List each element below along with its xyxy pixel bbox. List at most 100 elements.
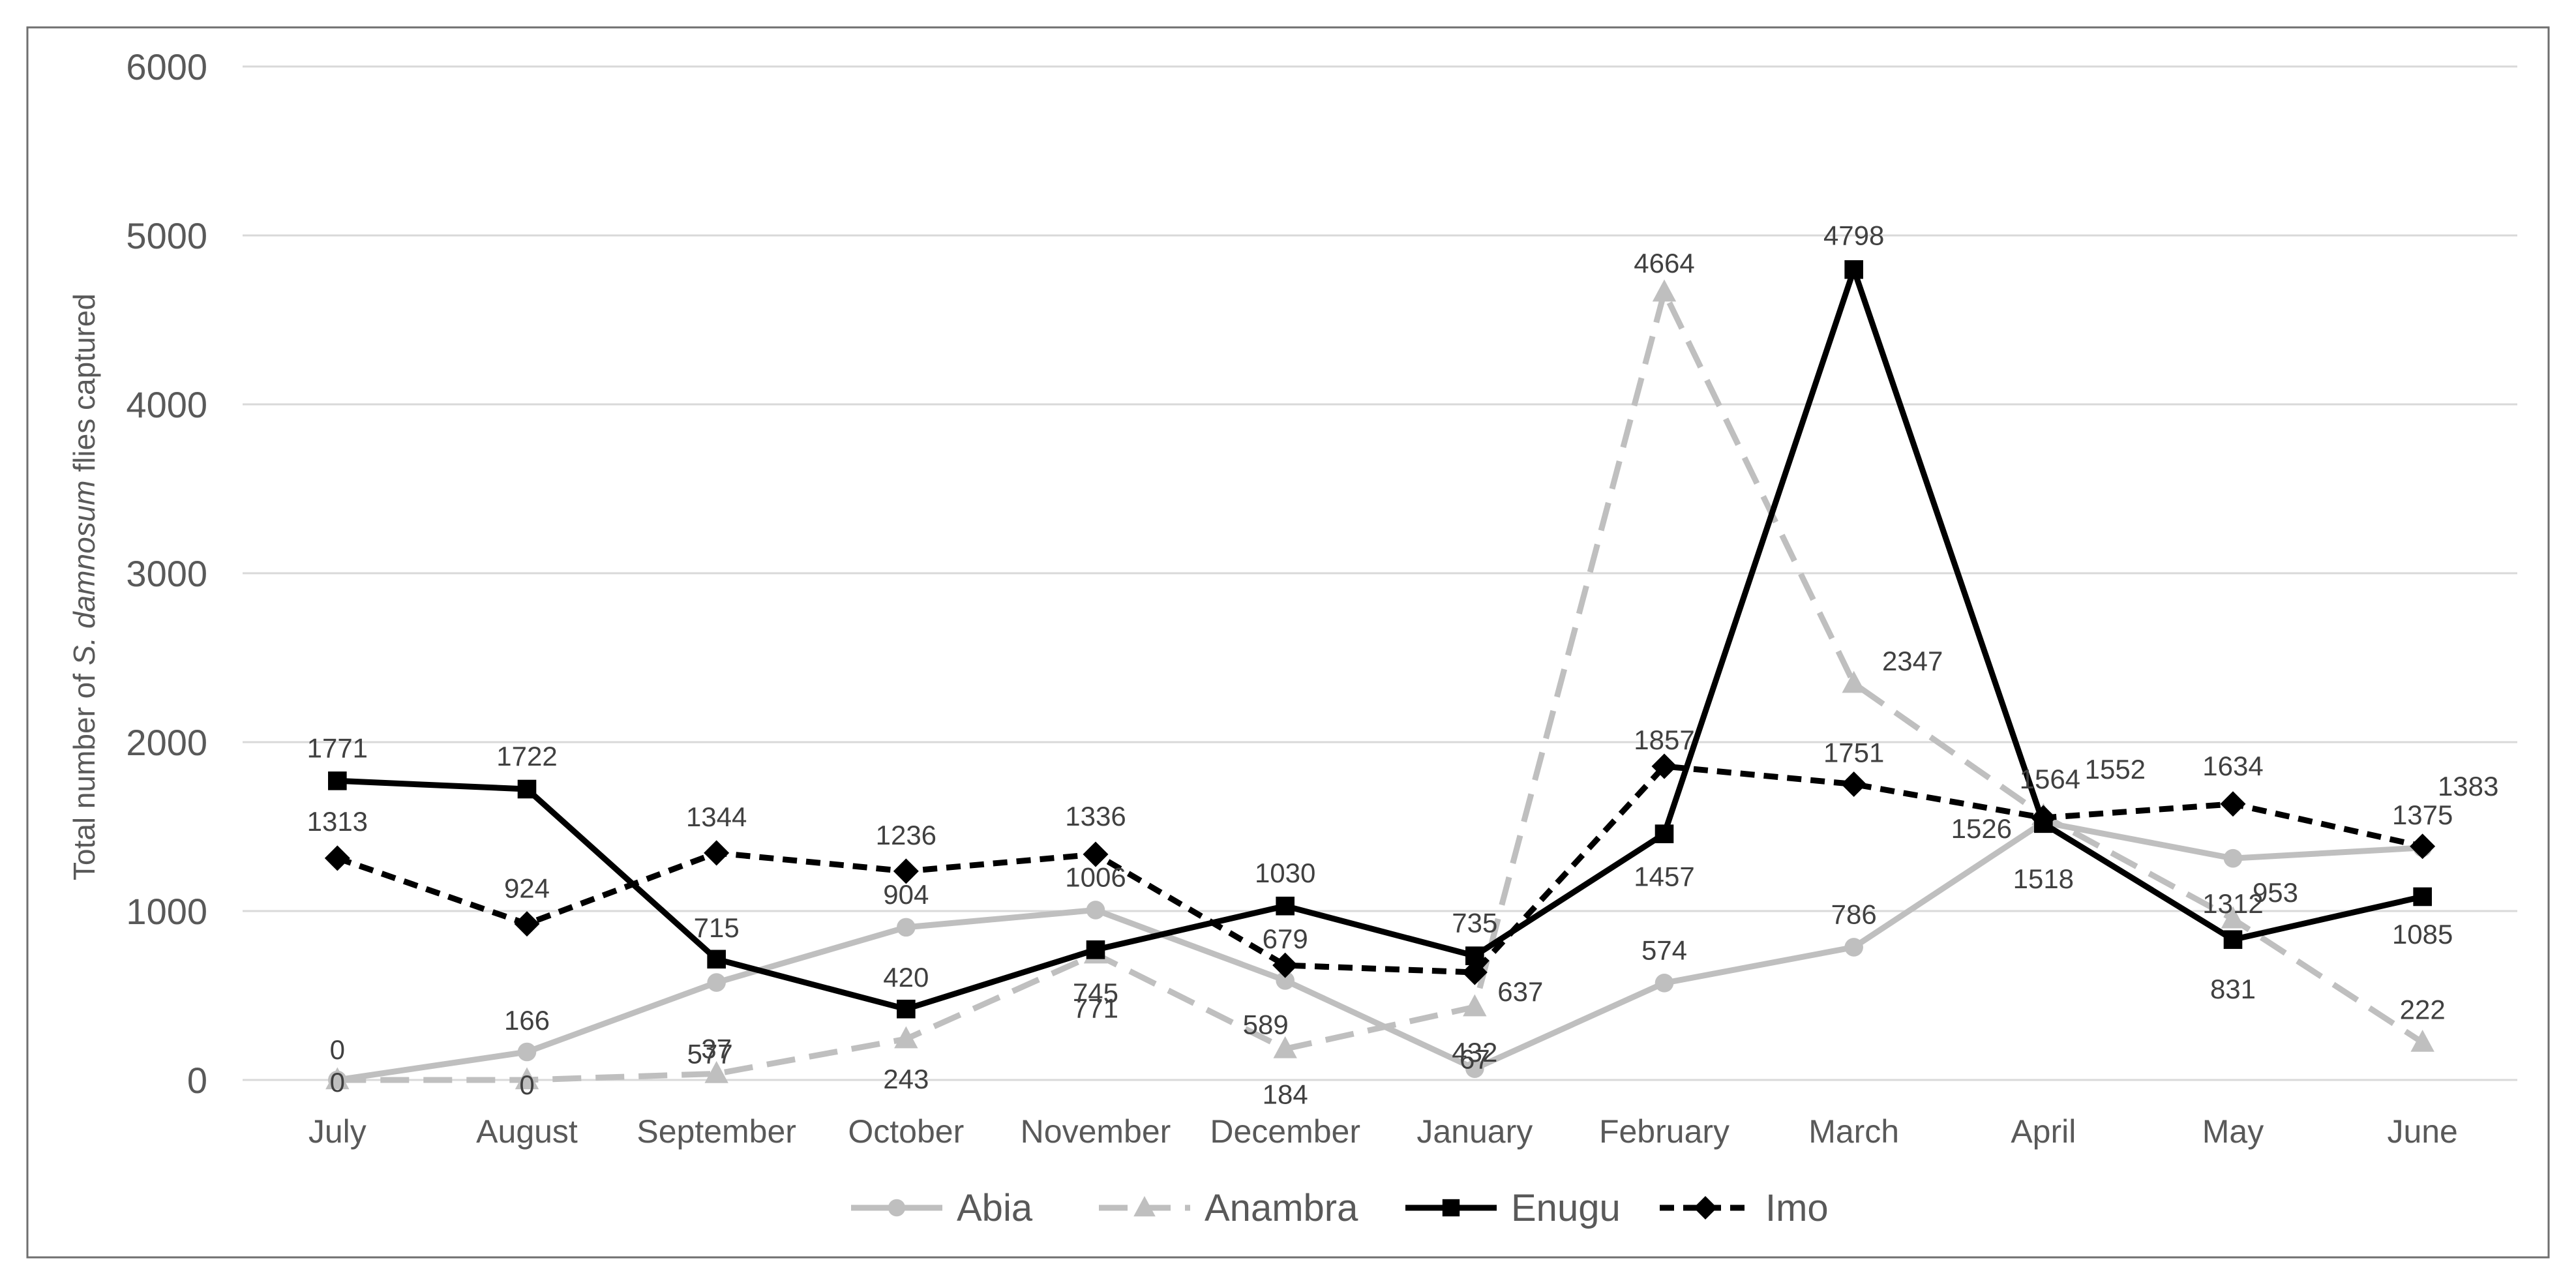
data-label-imo-september: 1344 — [686, 801, 747, 832]
chart-frame — [26, 26, 2550, 1259]
data-label-enugu-december: 1030 — [1255, 858, 1315, 888]
legend-label-imo: Imo — [1765, 1187, 1829, 1229]
legend-label-anambra: Anambra — [1205, 1187, 1358, 1229]
data-label-enugu-june: 1085 — [2392, 919, 2453, 950]
data-label-anambra-may: 953 — [2253, 877, 2298, 908]
point-enugu-november — [1086, 940, 1105, 959]
data-label-anambra-december: 184 — [1263, 1079, 1308, 1109]
series-imo — [324, 753, 2436, 985]
y-axis-label-pre: Total number of — [67, 665, 101, 880]
legend-marker-abia — [888, 1199, 906, 1217]
data-label-imo-november: 1336 — [1065, 801, 1126, 831]
point-enugu-may — [2223, 930, 2243, 950]
y-tick-label-5000: 5000 — [126, 215, 207, 256]
x-tick-label-december: December — [1210, 1113, 1360, 1150]
series-line-anambra — [337, 289, 2425, 1083]
point-imo-july — [324, 845, 350, 871]
legend: Abia Anambra Enugu Imo — [851, 1187, 1829, 1229]
point-imo-october — [893, 858, 919, 884]
data-label-imo-march: 1751 — [1823, 737, 1884, 768]
data-label-enugu-may: 831 — [2210, 974, 2256, 1004]
data-label-abia-september: 577 — [687, 1039, 733, 1070]
data-label-abia-february: 574 — [1641, 935, 1687, 965]
point-imo-april — [2030, 805, 2056, 831]
point-abia-may — [2223, 848, 2243, 868]
data-label-enugu-august: 1722 — [496, 741, 557, 771]
data-label-anambra-june: 222 — [2400, 995, 2446, 1025]
data-label-enugu-november: 771 — [1073, 993, 1118, 1023]
y-axis-label: Total number of S. damnosum flies captur… — [67, 293, 101, 880]
point-abia-november — [1086, 901, 1105, 920]
data-label-enugu-march: 4798 — [1823, 220, 1884, 250]
x-tick-label-january: January — [1416, 1113, 1533, 1150]
data-label-abia-may: 1312 — [2202, 888, 2263, 919]
point-abia-september — [707, 973, 726, 992]
x-tick-label-april: April — [2011, 1113, 2076, 1150]
series-line-abia — [337, 819, 2423, 1083]
point-anambra-june — [2410, 1030, 2434, 1052]
data-label-anambra-january: 432 — [1452, 1037, 1497, 1068]
data-label-imo-january: 637 — [1497, 976, 1543, 1007]
y-tick-label-3000: 3000 — [126, 553, 207, 594]
x-tick-label-july: July — [308, 1113, 367, 1150]
point-enugu-december — [1276, 896, 1295, 916]
y-tick-label-6000: 6000 — [126, 46, 207, 87]
y-tick-label-4000: 4000 — [126, 384, 207, 425]
point-imo-december — [1272, 952, 1298, 978]
data-label-anambra-october: 243 — [883, 1064, 929, 1094]
x-tick-label-october: October — [848, 1113, 964, 1150]
data-label-abia-december: 589 — [1243, 1009, 1289, 1040]
data-label-enugu-october: 420 — [883, 962, 929, 993]
legend-item-imo: Imo — [1660, 1187, 1829, 1229]
x-tick-label-september: September — [637, 1113, 796, 1150]
legend-label-enugu: Enugu — [1511, 1187, 1621, 1229]
data-label-anambra-july: 0 — [330, 1067, 345, 1098]
point-imo-march — [1841, 771, 1867, 797]
data-label-enugu-january: 735 — [1452, 908, 1497, 938]
point-abia-february — [1655, 974, 1674, 993]
legend-item-abia: Abia — [851, 1187, 1033, 1229]
data-label-anambra-august: 0 — [519, 1070, 534, 1100]
series-lines — [324, 260, 2436, 1090]
data-label-imo-april: 1552 — [2085, 754, 2146, 785]
point-anambra-july — [325, 1067, 350, 1090]
point-abia-december — [1276, 971, 1295, 990]
data-label-enugu-february: 1457 — [1634, 861, 1694, 892]
point-abia-march — [1844, 938, 1863, 957]
data-label-abia-august: 166 — [504, 1005, 550, 1036]
data-label-imo-june: 1383 — [2438, 771, 2498, 801]
y-tick-label-1000: 1000 — [126, 891, 207, 932]
data-label-imo-february: 1857 — [1634, 725, 1694, 755]
y-tick-label-0: 0 — [187, 1060, 207, 1101]
data-label-abia-july: 0 — [330, 1034, 345, 1065]
point-imo-september — [704, 840, 730, 866]
point-abia-october — [897, 918, 916, 937]
data-label-abia-april: 1526 — [1951, 813, 2012, 844]
data-label-abia-november: 1006 — [1065, 861, 1126, 892]
point-imo-august — [514, 911, 540, 937]
legend-label-abia: Abia — [957, 1187, 1033, 1229]
point-anambra-february — [1652, 279, 1677, 302]
data-labels-imo: 1313 924 1344 1236 1336 679 637 1857 1751 1552 163… — [307, 725, 2499, 1007]
data-label-abia-june: 1375 — [2392, 800, 2453, 830]
data-label-imo-december: 679 — [1263, 923, 1308, 954]
legend-marker-enugu — [1442, 1199, 1460, 1217]
y-tick-label-2000: 2000 — [126, 722, 207, 763]
data-label-abia-october: 904 — [883, 879, 929, 910]
point-enugu-march — [1844, 260, 1863, 279]
data-label-anambra-february: 4664 — [1634, 248, 1694, 278]
gridlines — [243, 65, 2517, 1081]
point-anambra-october — [894, 1026, 918, 1049]
point-anambra-march — [1842, 670, 1866, 693]
point-abia-august — [517, 1042, 537, 1062]
data-label-anambra-september: 37 — [701, 1033, 732, 1064]
point-imo-november — [1083, 841, 1109, 867]
data-label-enugu-september: 715 — [694, 912, 740, 943]
point-imo-june — [2410, 833, 2436, 860]
data-label-imo-july: 1313 — [307, 806, 368, 837]
y-axis-ticks: 0 1000 2000 3000 4000 5000 6000 — [126, 46, 207, 1101]
point-anambra-may — [2221, 906, 2245, 929]
data-label-enugu-july: 1771 — [307, 732, 368, 763]
series-enugu — [328, 260, 2432, 1019]
